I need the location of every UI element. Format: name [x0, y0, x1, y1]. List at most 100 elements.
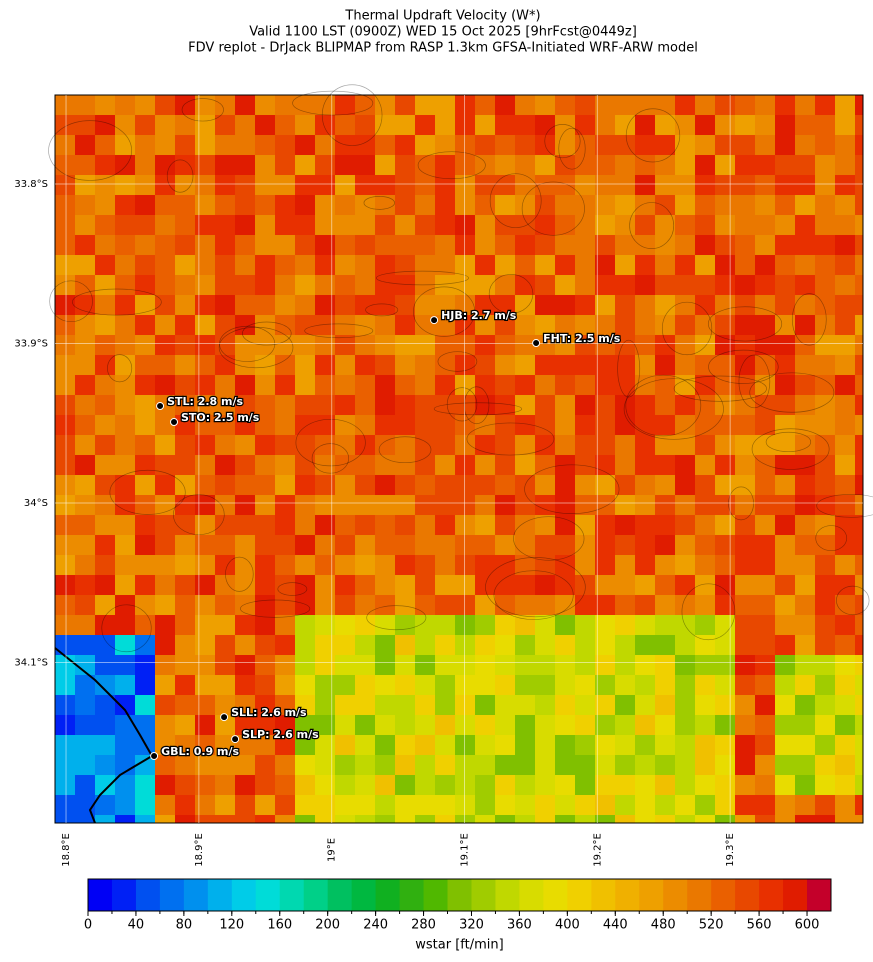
cell — [595, 795, 615, 815]
cell — [95, 195, 115, 215]
cell — [275, 295, 295, 315]
cell — [675, 715, 695, 735]
colorbar-tick-label: 600 — [795, 918, 820, 933]
cell — [215, 475, 235, 495]
cell — [155, 155, 175, 175]
cell — [175, 515, 195, 535]
cell — [75, 495, 95, 515]
cell — [715, 435, 735, 455]
cell — [515, 475, 535, 495]
cell — [315, 595, 335, 615]
cell — [695, 595, 715, 615]
cell — [535, 815, 555, 823]
cell — [215, 555, 235, 575]
contour — [816, 493, 873, 518]
cell — [355, 495, 375, 515]
colorbar-segment — [111, 879, 137, 911]
cell — [195, 355, 215, 375]
cell — [95, 495, 115, 515]
cell — [95, 315, 115, 335]
cell — [635, 635, 655, 655]
cell — [595, 815, 615, 823]
cell — [275, 775, 295, 795]
cell — [595, 775, 615, 795]
cell — [795, 715, 815, 735]
cell — [775, 215, 795, 235]
cell — [95, 475, 115, 495]
cell — [155, 135, 175, 155]
cell — [755, 355, 775, 375]
cell — [335, 675, 355, 695]
cell — [795, 655, 815, 675]
cell — [415, 675, 435, 695]
cell — [575, 575, 595, 595]
colorbar-segment — [327, 879, 353, 911]
cell — [715, 535, 735, 555]
cell — [655, 755, 675, 775]
cell — [175, 455, 195, 475]
cell — [235, 535, 255, 555]
cell — [315, 355, 335, 375]
cell — [155, 215, 175, 235]
colorbar-tick-label: 80 — [176, 918, 193, 933]
cell — [755, 295, 775, 315]
cell — [95, 615, 115, 635]
cell — [555, 95, 575, 115]
cell — [695, 175, 715, 195]
cell — [635, 295, 655, 315]
cell — [215, 515, 235, 535]
cell — [55, 675, 75, 695]
cell — [555, 355, 575, 375]
cell — [555, 755, 575, 775]
cell — [635, 735, 655, 755]
cell — [655, 655, 675, 675]
cell — [595, 155, 615, 175]
cell — [615, 155, 635, 175]
cell — [855, 795, 863, 815]
cell — [735, 175, 755, 195]
cell — [215, 435, 235, 455]
cell — [415, 155, 435, 175]
contour — [292, 90, 374, 116]
cell — [515, 335, 535, 355]
cell — [155, 495, 175, 515]
cell — [815, 215, 835, 235]
cell — [355, 415, 375, 435]
cell — [815, 155, 835, 175]
cell — [795, 535, 815, 555]
cell — [515, 395, 535, 415]
cell — [615, 495, 635, 515]
cell — [635, 775, 655, 795]
cell — [435, 415, 455, 435]
cell — [815, 115, 835, 135]
cell — [255, 615, 275, 635]
cell — [375, 375, 395, 395]
cell — [675, 475, 695, 495]
cell — [855, 155, 863, 175]
cell — [255, 455, 275, 475]
cell — [195, 235, 215, 255]
cell — [795, 235, 815, 255]
cell — [175, 395, 195, 415]
cell — [475, 535, 495, 555]
cell — [775, 235, 795, 255]
cell — [655, 195, 675, 215]
cell — [695, 695, 715, 715]
colorbar-tick-label: 240 — [363, 918, 388, 933]
cell — [75, 175, 95, 195]
cell — [615, 355, 635, 375]
cell — [495, 435, 515, 455]
cell — [235, 135, 255, 155]
cell — [375, 795, 395, 815]
cell — [715, 415, 735, 435]
cell — [55, 155, 75, 175]
cell — [475, 275, 495, 295]
cell — [235, 595, 255, 615]
cell — [795, 355, 815, 375]
cell — [855, 635, 863, 655]
cell — [175, 635, 195, 655]
cell — [495, 375, 515, 395]
cell — [835, 275, 855, 295]
contour — [749, 372, 835, 413]
cell — [795, 175, 815, 195]
